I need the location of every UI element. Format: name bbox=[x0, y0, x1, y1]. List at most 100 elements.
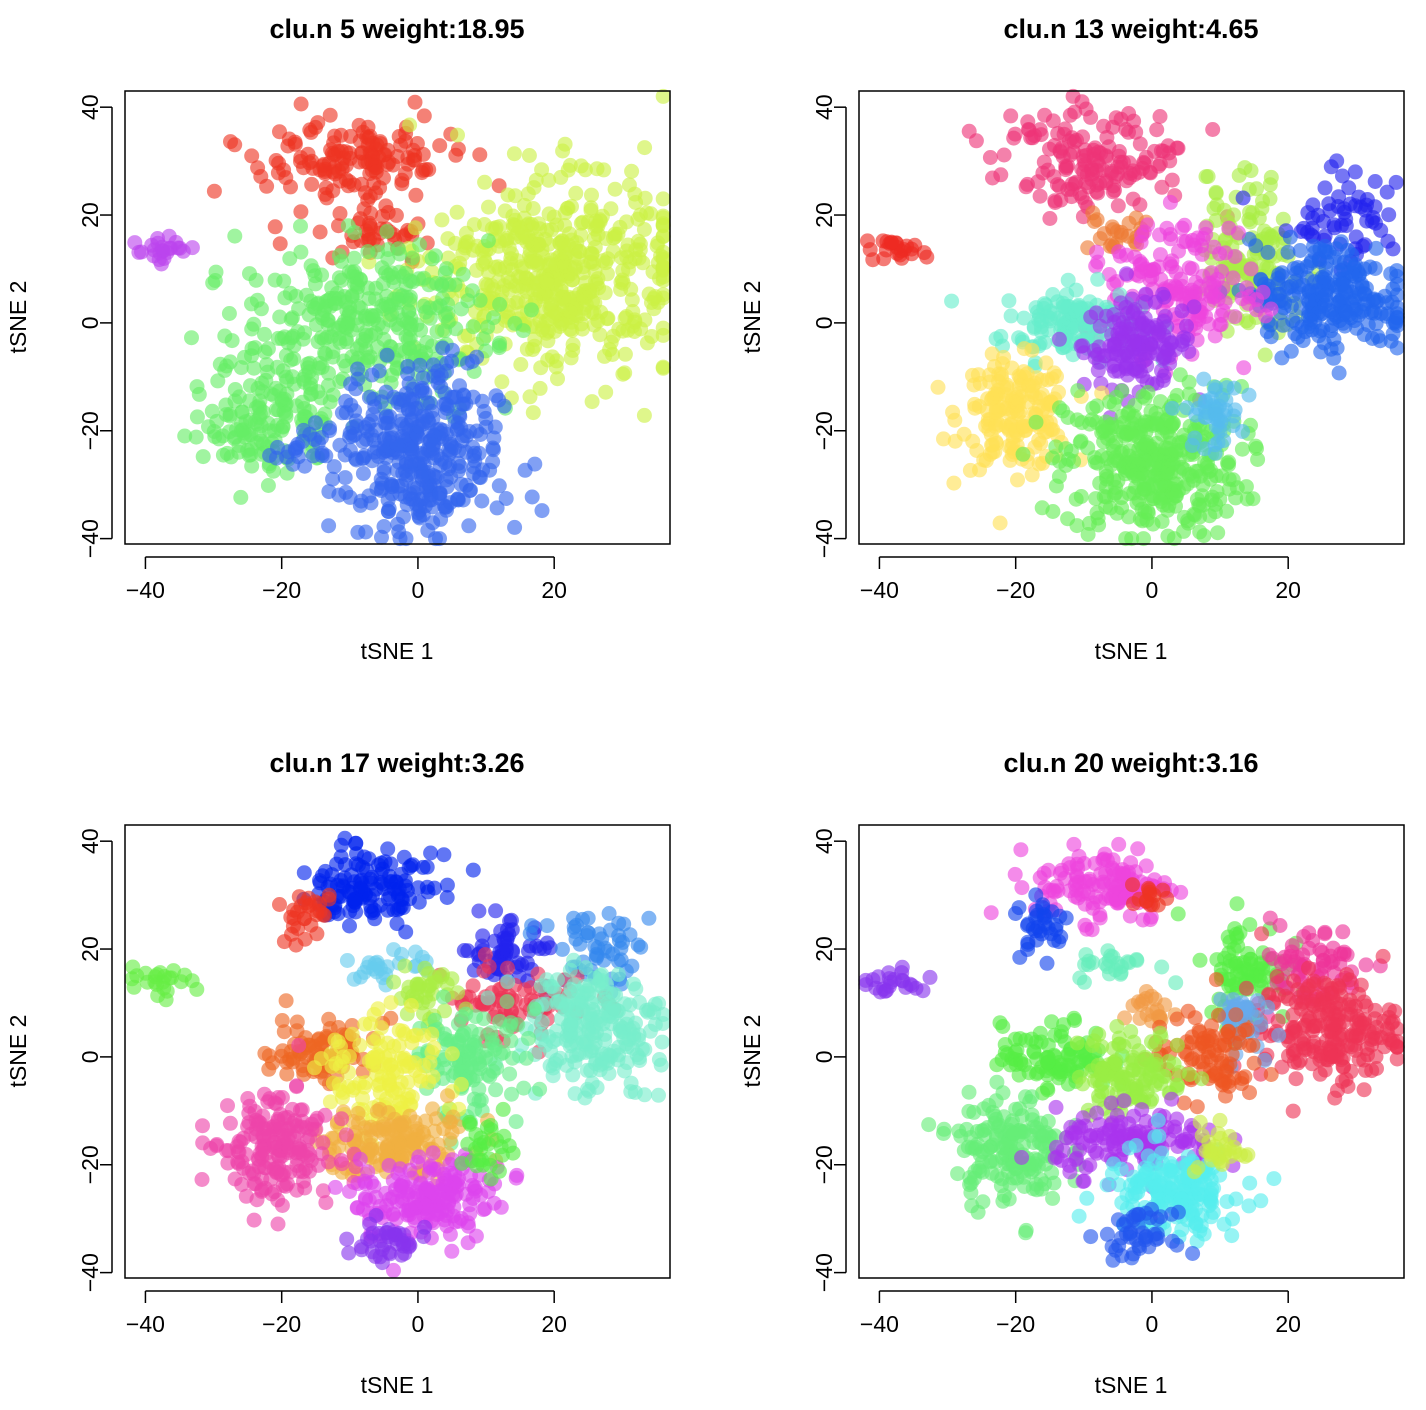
scatter-point bbox=[454, 1009, 470, 1025]
scatter-point bbox=[367, 1249, 383, 1264]
scatter-point bbox=[601, 906, 617, 921]
scatter-point bbox=[1304, 253, 1319, 269]
scatter-point bbox=[326, 459, 342, 475]
scatter-point bbox=[433, 379, 449, 395]
scatter-point bbox=[1066, 454, 1082, 469]
scatter-point bbox=[1089, 398, 1105, 414]
plot-frame bbox=[858, 90, 1405, 545]
scatter-point bbox=[572, 243, 588, 259]
scatter-point bbox=[1138, 437, 1154, 453]
scatter-point bbox=[1290, 260, 1306, 276]
scatter-point bbox=[437, 1170, 453, 1186]
scatter-point bbox=[353, 1239, 369, 1255]
scatter-point bbox=[1227, 309, 1243, 325]
scatter-point bbox=[283, 909, 299, 925]
scatter-point bbox=[394, 1117, 409, 1133]
scatter-point bbox=[412, 343, 428, 359]
scatter-point bbox=[184, 973, 200, 989]
scatter-point bbox=[492, 296, 508, 312]
scatter-point bbox=[476, 963, 492, 979]
scatter-point bbox=[188, 429, 204, 445]
scatter-point bbox=[284, 330, 300, 346]
scatter-point bbox=[641, 910, 657, 926]
scatter-point bbox=[1184, 437, 1200, 453]
scatter-point bbox=[432, 485, 448, 501]
scatter-point bbox=[251, 1159, 267, 1175]
scatter-point bbox=[207, 273, 223, 288]
scatter-point bbox=[372, 136, 388, 152]
scatter-point bbox=[1283, 343, 1299, 359]
scatter-point bbox=[916, 245, 932, 261]
scatter-point bbox=[238, 1147, 254, 1162]
x-axis: −40 −20 0 20 bbox=[126, 556, 567, 603]
scatter-point bbox=[605, 946, 621, 962]
scatter-point bbox=[538, 274, 554, 290]
scatter-point bbox=[454, 1028, 470, 1043]
scatter-point bbox=[340, 178, 356, 194]
scatter-point bbox=[1170, 483, 1186, 499]
scatter-point bbox=[270, 1216, 286, 1232]
scatter-point bbox=[407, 94, 423, 110]
scatter-point bbox=[468, 1228, 484, 1244]
scatter-point bbox=[1055, 299, 1071, 314]
scatter-point bbox=[267, 1095, 283, 1111]
scatter-point bbox=[304, 370, 320, 386]
x-tick-label: −20 bbox=[996, 577, 1035, 603]
scatter-point bbox=[429, 469, 445, 485]
scatter-point bbox=[270, 1111, 286, 1127]
scatter-point bbox=[1338, 304, 1354, 320]
scatter-point bbox=[303, 258, 319, 274]
scatter-point bbox=[554, 941, 570, 957]
scatter-point bbox=[1138, 294, 1154, 310]
scatter-point bbox=[297, 325, 313, 341]
scatter-point bbox=[1331, 365, 1347, 381]
scatter-point bbox=[1036, 154, 1052, 170]
scatter-point bbox=[278, 405, 294, 421]
scatter-point bbox=[242, 378, 258, 394]
scatter-point bbox=[1344, 247, 1360, 263]
scatter-point bbox=[1138, 149, 1154, 165]
scatter-point bbox=[258, 1146, 274, 1162]
scatter-point bbox=[296, 865, 312, 881]
scatter-point bbox=[393, 137, 409, 153]
scatter-point bbox=[331, 320, 347, 336]
scatter-point bbox=[597, 348, 612, 364]
scatter-point bbox=[1180, 515, 1196, 531]
scatter-point bbox=[1346, 259, 1362, 275]
scatter-point bbox=[478, 1050, 494, 1066]
scatter-point bbox=[1174, 278, 1190, 294]
scatter-point bbox=[380, 205, 396, 220]
scatter-point bbox=[1202, 508, 1218, 524]
scatter-point bbox=[1011, 392, 1027, 408]
scatter-point bbox=[338, 1127, 354, 1143]
scatter-point bbox=[1192, 524, 1208, 540]
scatter-point bbox=[506, 146, 522, 162]
scatter-point bbox=[365, 961, 381, 977]
scatter-point bbox=[1089, 415, 1105, 430]
scatter-point bbox=[1121, 509, 1137, 525]
scatter-point bbox=[378, 409, 394, 425]
scatter-point bbox=[637, 190, 653, 206]
y-tick-label: 40 bbox=[811, 94, 837, 120]
scatter-point bbox=[270, 1192, 286, 1208]
scatter-point bbox=[1136, 531, 1151, 547]
scatter-point bbox=[1191, 497, 1207, 513]
scatter-point bbox=[1151, 158, 1166, 174]
scatter-point bbox=[1153, 272, 1169, 287]
scatter-point bbox=[391, 1135, 407, 1151]
scatter-point bbox=[1036, 301, 1052, 316]
scatter-point bbox=[147, 974, 163, 990]
scatter-point bbox=[1188, 274, 1204, 290]
scatter-point bbox=[489, 500, 505, 516]
scatter-point bbox=[486, 310, 501, 326]
scatter-point bbox=[1259, 324, 1275, 340]
scatter-point bbox=[293, 204, 309, 220]
scatter-point bbox=[368, 185, 384, 201]
scatter-point bbox=[1292, 243, 1308, 258]
scatter-point bbox=[321, 518, 337, 534]
scatter-point bbox=[603, 334, 619, 350]
scatter-point bbox=[1179, 318, 1194, 334]
scatter-point bbox=[324, 280, 340, 296]
scatter-point bbox=[210, 373, 226, 389]
scatter-point bbox=[244, 458, 260, 474]
